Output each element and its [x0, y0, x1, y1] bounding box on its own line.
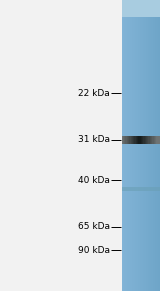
Bar	[128, 17, 129, 291]
Bar	[151, 136, 152, 144]
Text: 65 kDa: 65 kDa	[78, 223, 110, 231]
Bar	[156, 136, 157, 144]
Bar	[132, 17, 133, 291]
Bar	[140, 136, 141, 144]
Bar	[144, 17, 145, 291]
Bar	[125, 136, 127, 144]
Bar	[159, 136, 160, 144]
Bar	[137, 136, 138, 144]
Bar	[127, 136, 128, 144]
Bar	[148, 136, 150, 144]
Bar	[156, 17, 157, 291]
Bar	[158, 17, 159, 291]
Bar	[136, 136, 137, 144]
Bar	[140, 17, 141, 291]
Bar	[153, 17, 154, 291]
Bar	[130, 17, 131, 291]
Bar	[145, 136, 146, 144]
Bar	[143, 17, 144, 291]
Bar	[154, 136, 155, 144]
Bar	[125, 17, 126, 291]
Bar	[157, 136, 159, 144]
Bar	[150, 17, 151, 291]
Bar	[143, 136, 145, 144]
Bar	[122, 136, 123, 144]
Text: 90 kDa: 90 kDa	[78, 246, 110, 255]
Bar	[142, 17, 143, 291]
Bar	[129, 17, 130, 291]
Bar	[134, 17, 135, 291]
Bar	[154, 17, 155, 291]
Bar	[128, 136, 129, 144]
Bar	[159, 17, 160, 291]
Bar	[138, 17, 139, 291]
Bar	[137, 17, 138, 291]
Bar	[127, 17, 128, 291]
Bar	[141, 136, 142, 144]
Bar	[123, 17, 124, 291]
Bar	[141, 17, 142, 291]
Bar	[122, 0, 160, 17]
Bar	[151, 17, 152, 291]
Bar	[150, 136, 151, 144]
Bar	[149, 17, 150, 291]
Bar	[131, 136, 132, 144]
Bar	[133, 17, 134, 291]
Bar	[124, 136, 125, 144]
Text: 40 kDa: 40 kDa	[78, 176, 110, 185]
Bar	[155, 136, 156, 144]
Bar	[147, 17, 148, 291]
Bar	[122, 187, 160, 191]
Bar	[139, 17, 140, 291]
Bar	[157, 17, 158, 291]
Bar	[136, 17, 137, 291]
Bar	[142, 136, 143, 144]
Bar	[132, 136, 133, 144]
Bar	[134, 136, 136, 144]
Bar	[148, 17, 149, 291]
Bar	[122, 17, 123, 291]
Bar	[123, 136, 124, 144]
Bar	[146, 17, 147, 291]
Bar	[147, 136, 148, 144]
Text: 31 kDa: 31 kDa	[78, 135, 110, 144]
Text: 22 kDa: 22 kDa	[78, 89, 110, 97]
Bar	[152, 17, 153, 291]
Bar	[155, 17, 156, 291]
Bar	[145, 17, 146, 291]
Bar	[138, 136, 140, 144]
Bar	[135, 17, 136, 291]
Bar	[152, 136, 154, 144]
Bar	[131, 17, 132, 291]
Bar	[124, 17, 125, 291]
Bar	[133, 136, 134, 144]
Bar	[129, 136, 131, 144]
Bar	[146, 136, 147, 144]
Bar	[126, 17, 127, 291]
